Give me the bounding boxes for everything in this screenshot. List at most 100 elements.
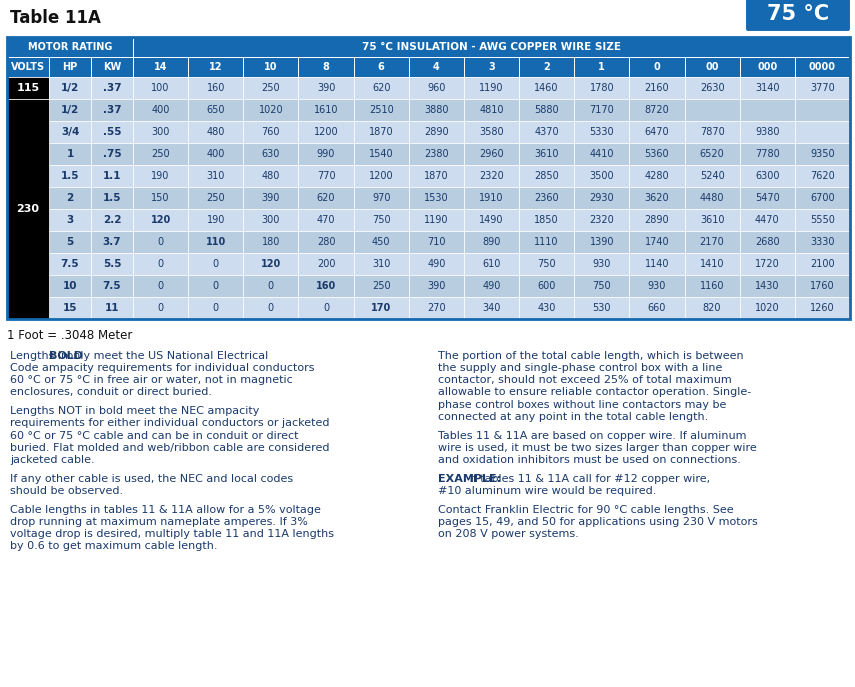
Bar (354, 231, 409, 253)
Bar (188, 209, 244, 231)
Text: 3.7: 3.7 (103, 237, 121, 247)
Text: 4410: 4410 (590, 149, 614, 159)
Bar (244, 99, 298, 121)
Text: 1720: 1720 (755, 259, 780, 269)
Text: 1.5: 1.5 (103, 193, 121, 203)
Text: 1200: 1200 (314, 127, 339, 137)
Bar (298, 121, 354, 143)
Bar (7, 99, 49, 121)
Bar (298, 297, 354, 319)
Text: 00: 00 (705, 62, 719, 72)
Bar (91, 165, 133, 187)
Text: 190: 190 (207, 215, 225, 225)
Bar (629, 253, 685, 275)
Text: 2320: 2320 (589, 215, 614, 225)
Bar (464, 57, 519, 77)
Bar (629, 77, 685, 99)
Bar (298, 275, 354, 297)
Bar (740, 231, 795, 253)
Bar (575, 275, 629, 297)
Text: 0: 0 (213, 281, 219, 291)
Text: 0: 0 (213, 259, 219, 269)
Bar (685, 121, 740, 143)
Text: MOTOR RATING: MOTOR RATING (28, 42, 112, 52)
Bar (409, 253, 464, 275)
Bar (575, 57, 629, 77)
Text: 480: 480 (262, 171, 280, 181)
Text: allowable to ensure reliable contactor operation. Single-: allowable to ensure reliable contactor o… (438, 387, 752, 398)
Bar (685, 253, 740, 275)
Text: 2960: 2960 (479, 149, 504, 159)
Text: connected at any point in the total cable length.: connected at any point in the total cabl… (438, 412, 708, 422)
Text: 620: 620 (317, 193, 335, 203)
Text: 1.1: 1.1 (103, 171, 121, 181)
Text: 250: 250 (206, 193, 225, 203)
Bar (464, 143, 519, 165)
Text: 750: 750 (593, 281, 611, 291)
Bar (7, 275, 49, 297)
Bar (685, 143, 740, 165)
Text: 160: 160 (207, 83, 225, 93)
Bar (91, 253, 133, 275)
Text: wire is used, it must be two sizes larger than copper wire: wire is used, it must be two sizes large… (438, 443, 757, 453)
Bar (464, 209, 519, 231)
Text: 1910: 1910 (480, 193, 504, 203)
Text: 990: 990 (317, 149, 335, 159)
Bar (354, 253, 409, 275)
Bar (188, 143, 244, 165)
Text: 0: 0 (157, 303, 163, 313)
Text: 10: 10 (264, 62, 278, 72)
Text: 75 °C: 75 °C (767, 4, 829, 24)
Bar (354, 187, 409, 209)
Text: 11: 11 (105, 303, 119, 313)
Bar (354, 297, 409, 319)
Text: 750: 750 (537, 259, 556, 269)
Text: 3580: 3580 (479, 127, 504, 137)
Text: 1490: 1490 (480, 215, 504, 225)
Text: 3500: 3500 (589, 171, 614, 181)
Bar (298, 253, 354, 275)
Bar (685, 77, 740, 99)
Text: 0: 0 (213, 303, 219, 313)
Text: 5360: 5360 (645, 149, 669, 159)
Text: 7620: 7620 (810, 171, 834, 181)
Bar (354, 165, 409, 187)
Text: 200: 200 (317, 259, 335, 269)
Text: KW: KW (103, 62, 121, 72)
Text: 0: 0 (157, 281, 163, 291)
Bar (685, 187, 740, 209)
Text: 4810: 4810 (480, 105, 504, 115)
Text: 2930: 2930 (589, 193, 614, 203)
Bar (133, 121, 188, 143)
Text: 630: 630 (262, 149, 280, 159)
Bar (685, 99, 740, 121)
Text: contactor, should not exceed 25% of total maximum: contactor, should not exceed 25% of tota… (438, 375, 732, 385)
Bar (91, 231, 133, 253)
Bar (133, 143, 188, 165)
Bar (244, 231, 298, 253)
Bar (464, 253, 519, 275)
Text: Contact Franklin Electric for 90 °C cable lengths. See: Contact Franklin Electric for 90 °C cabl… (438, 505, 734, 515)
Text: requirements for either individual conductors or jacketed: requirements for either individual condu… (10, 418, 329, 429)
Text: 270: 270 (427, 303, 445, 313)
Bar (740, 143, 795, 165)
Text: 3620: 3620 (645, 193, 669, 203)
Text: 340: 340 (482, 303, 501, 313)
Text: 5: 5 (67, 237, 74, 247)
Text: 2.2: 2.2 (103, 215, 121, 225)
Text: 2680: 2680 (755, 237, 780, 247)
Bar (740, 209, 795, 231)
Text: 5240: 5240 (699, 171, 724, 181)
Text: Table 11A: Table 11A (10, 9, 101, 27)
Bar (298, 231, 354, 253)
Bar (91, 121, 133, 143)
Text: 100: 100 (151, 83, 170, 93)
Bar (7, 165, 49, 187)
Bar (244, 143, 298, 165)
Bar (795, 99, 850, 121)
Text: 6520: 6520 (699, 149, 724, 159)
Bar (7, 297, 49, 319)
Text: 2160: 2160 (645, 83, 669, 93)
Text: 390: 390 (317, 83, 335, 93)
Bar (464, 231, 519, 253)
